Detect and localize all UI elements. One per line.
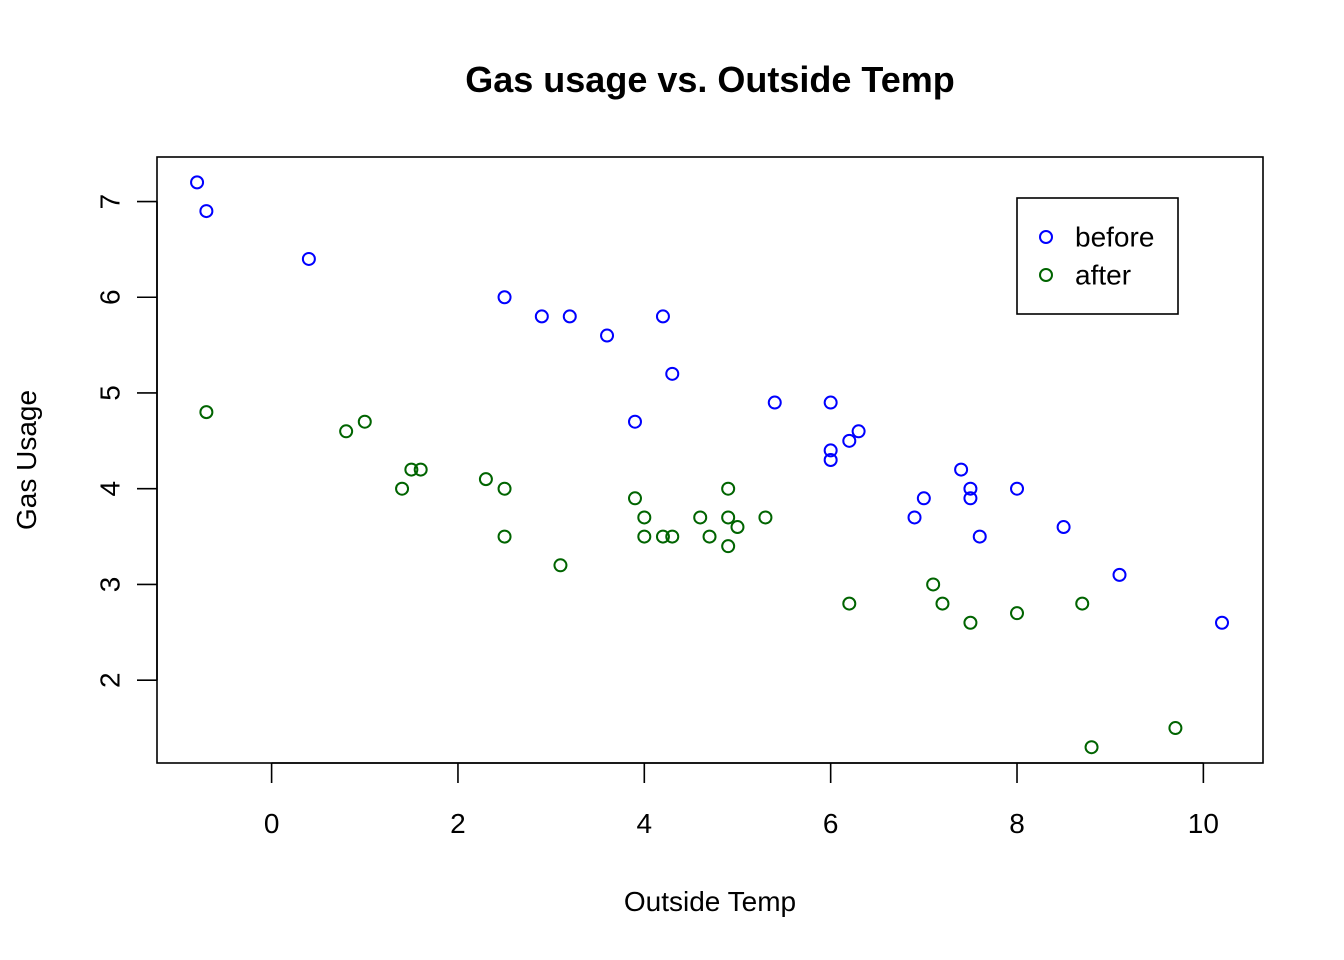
y-tick-label: 2 <box>95 672 126 688</box>
legend-label-after: after <box>1075 260 1131 291</box>
data-point-after <box>721 510 736 525</box>
x-axis: 0 2 4 6 8 10 <box>264 762 1219 839</box>
data-point-after <box>637 529 652 544</box>
data-point-before <box>767 395 782 410</box>
legend-label-before: before <box>1075 222 1154 253</box>
data-point-before <box>954 462 969 477</box>
data-point-before <box>963 491 978 506</box>
data-point-after <box>497 529 512 544</box>
y-tick-label: 5 <box>95 385 126 401</box>
x-tick-label: 10 <box>1188 808 1219 839</box>
data-point-after <box>963 615 978 630</box>
data-point-after <box>1010 606 1025 621</box>
data-point-after <box>758 510 773 525</box>
y-tick-label: 7 <box>95 194 126 210</box>
x-tick-label: 0 <box>264 808 280 839</box>
legend-marker-before <box>1039 230 1053 244</box>
data-point-after <box>339 424 354 439</box>
legend-box <box>1016 197 1179 315</box>
legend: before after <box>1016 197 1179 315</box>
x-tick-label: 8 <box>1009 808 1025 839</box>
data-point-after <box>1075 596 1090 611</box>
data-point-before <box>823 453 838 467</box>
data-point-after <box>553 558 568 573</box>
data-point-after <box>926 577 941 592</box>
data-point-after <box>637 510 652 525</box>
data-point-after <box>627 491 642 506</box>
data-point-before <box>665 366 680 381</box>
x-tick-label: 6 <box>823 808 839 839</box>
data-point-before <box>497 290 512 305</box>
data-point-after <box>730 520 745 535</box>
data-point-after <box>497 481 512 496</box>
x-tick-label: 4 <box>637 808 653 839</box>
y-axis: 2 3 4 5 6 7 <box>95 194 158 688</box>
data-point-before <box>916 491 931 506</box>
data-point-before <box>627 414 642 429</box>
data-point-before <box>823 395 838 410</box>
legend-marker-after <box>1039 268 1053 282</box>
data-point-before <box>600 328 615 343</box>
data-points <box>190 175 1230 755</box>
y-tick-label: 3 <box>95 577 126 593</box>
data-point-after <box>655 529 670 544</box>
data-point-before <box>851 424 866 439</box>
data-point-after <box>935 596 950 611</box>
data-point-after <box>199 405 214 420</box>
data-point-before <box>534 309 549 324</box>
data-point-before <box>655 309 670 324</box>
data-point-after <box>665 529 680 544</box>
data-point-before <box>1215 615 1230 630</box>
data-point-after <box>842 596 857 611</box>
data-point-before <box>301 251 316 266</box>
data-point-before <box>190 175 205 190</box>
data-point-after <box>395 481 410 496</box>
y-axis-label: Gas Usage <box>11 390 42 530</box>
data-point-after <box>357 414 372 429</box>
data-point-before <box>1010 481 1025 496</box>
data-point-before <box>199 204 214 219</box>
chart-title: Gas usage vs. Outside Temp <box>465 59 955 100</box>
data-point-after <box>721 481 736 496</box>
x-axis-label: Outside Temp <box>624 886 796 917</box>
data-point-after <box>404 462 419 477</box>
y-tick-label: 4 <box>95 481 126 497</box>
data-point-after <box>693 510 708 525</box>
x-tick-label: 2 <box>450 808 466 839</box>
data-point-before <box>823 443 838 458</box>
data-point-before <box>907 510 922 525</box>
data-point-before <box>972 529 987 544</box>
data-point-after <box>413 462 428 477</box>
data-point-before <box>963 481 978 496</box>
y-tick-label: 6 <box>95 289 126 305</box>
data-point-after <box>1084 740 1099 755</box>
data-point-before <box>842 433 857 448</box>
data-point-before <box>562 309 577 324</box>
data-point-after <box>702 529 717 544</box>
data-point-after <box>478 472 493 487</box>
data-point-after <box>721 539 736 554</box>
data-point-after <box>1168 721 1183 736</box>
data-point-before <box>1056 520 1071 535</box>
data-point-before <box>1112 567 1127 582</box>
